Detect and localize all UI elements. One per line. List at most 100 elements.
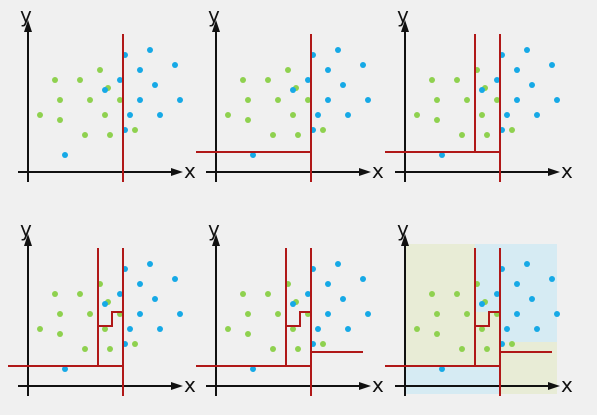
class-a-point (245, 97, 251, 103)
class-a-point (57, 331, 63, 337)
class-b-point (152, 296, 158, 302)
class-a-point (37, 326, 43, 332)
class-a-point (245, 311, 251, 317)
class-b-point (157, 326, 163, 332)
class-a-point (320, 341, 326, 347)
class-a-point (82, 346, 88, 352)
class-b-point (340, 82, 346, 88)
class-a-point (107, 132, 113, 138)
x-axis-label: x (372, 159, 384, 183)
class-b-point (494, 77, 500, 83)
y-axis-label: y (208, 217, 220, 241)
class-b-point (340, 296, 346, 302)
class-b-point (290, 87, 296, 93)
class-b-point (504, 326, 510, 332)
class-b-point (137, 67, 143, 73)
class-b-point (137, 281, 143, 287)
class-a-point (285, 67, 291, 73)
class-b-point (315, 326, 321, 332)
y-axis-label: y (208, 3, 220, 27)
class-a-point (290, 326, 296, 332)
class-b-point (325, 311, 331, 317)
class-a-point (290, 112, 296, 118)
class-b-point (305, 77, 311, 83)
y-axis-arrowhead (24, 20, 32, 32)
panel-step-4: yx (8, 217, 196, 397)
class-b-point (479, 301, 485, 307)
class-b-point (250, 152, 256, 158)
class-b-point (514, 97, 520, 103)
class-b-point (524, 47, 530, 53)
class-a-point (37, 112, 43, 118)
class-a-point (52, 291, 58, 297)
x-axis-label: x (184, 373, 196, 397)
y-axis-label: y (20, 217, 32, 241)
class-a-point (459, 132, 465, 138)
class-a-point (107, 346, 113, 352)
class-b-point (102, 87, 108, 93)
class-a-point (459, 346, 465, 352)
class-a-point (429, 77, 435, 83)
class-a-point (265, 77, 271, 83)
class-a-point (77, 77, 83, 83)
class-a-point (132, 127, 138, 133)
class-b-point (335, 47, 341, 53)
class-b-point (529, 296, 535, 302)
class-a-point (434, 331, 440, 337)
class-b-point (147, 47, 153, 53)
class-b-point (345, 326, 351, 332)
class-b-point (514, 311, 520, 317)
class-b-point (439, 366, 445, 372)
panel-step-6: yx (385, 217, 573, 397)
class-b-point (360, 62, 366, 68)
class-b-point (290, 301, 296, 307)
class-a-point (305, 97, 311, 103)
panel-step-3: yx (385, 3, 573, 183)
class-b-point (127, 326, 133, 332)
class-a-point (57, 97, 63, 103)
x-axis-label: x (561, 373, 573, 397)
class-a-point (57, 311, 63, 317)
class-b-point (177, 97, 183, 103)
class-a-point (245, 331, 251, 337)
class-a-point (270, 132, 276, 138)
class-a-point (295, 346, 301, 352)
class-a-point (479, 326, 485, 332)
class-a-point (87, 97, 93, 103)
x-axis-label: x (561, 159, 573, 183)
class-a-point (454, 291, 460, 297)
class-a-point (265, 291, 271, 297)
class-b-point (152, 82, 158, 88)
class-b-point (147, 261, 153, 267)
class-b-point (250, 366, 256, 372)
x-axis-label: x (184, 159, 196, 183)
class-b-point (117, 291, 123, 297)
class-a-point (240, 77, 246, 83)
class-b-point (549, 62, 555, 68)
panel-step-2: yx (196, 3, 384, 183)
class-a-point (225, 326, 231, 332)
class-a-point (82, 132, 88, 138)
class-b-point (177, 311, 183, 317)
class-a-point (132, 341, 138, 347)
class-b-point (524, 261, 530, 267)
class-a-point (117, 97, 123, 103)
class-b-point (325, 67, 331, 73)
class-b-point (514, 67, 520, 73)
class-a-point (52, 77, 58, 83)
class-b-point (335, 261, 341, 267)
class-a-point (102, 112, 108, 118)
class-b-point (172, 276, 178, 282)
class-a-point (275, 97, 281, 103)
class-b-point (504, 112, 510, 118)
class-b-point (514, 281, 520, 287)
class-b-point (439, 152, 445, 158)
x-axis-arrowhead (359, 382, 371, 390)
class-b-point (62, 152, 68, 158)
class-a-point (454, 77, 460, 83)
split-line (475, 311, 500, 327)
class-a-point (275, 311, 281, 317)
x-axis-arrowhead (359, 168, 371, 176)
region-b-fill (475, 244, 557, 342)
